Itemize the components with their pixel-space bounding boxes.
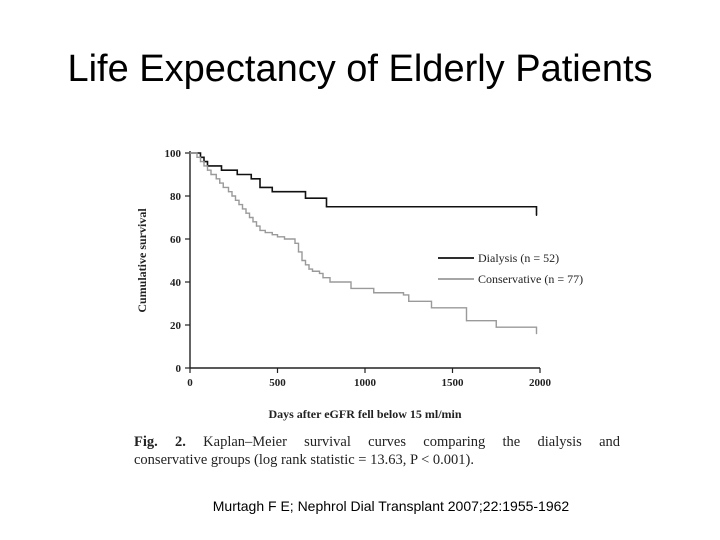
caption-label: Fig. 2. — [134, 434, 186, 450]
dialysis-point — [535, 214, 538, 216]
conservative-point — [252, 221, 254, 223]
conservative-point — [222, 186, 224, 188]
dialysis-point — [220, 169, 223, 171]
conservative-point — [276, 236, 279, 238]
citation: Murtagh F E; Nephrol Dial Transplant 200… — [212, 498, 570, 514]
conservative-point — [430, 307, 433, 309]
conservative-point — [350, 287, 352, 290]
conservative-point — [465, 320, 468, 322]
slide-title: Life Expectancy of Elderly Patients — [67, 48, 653, 90]
conservative-point — [227, 191, 230, 193]
conservative-point — [271, 234, 273, 236]
conservative-point — [241, 208, 244, 210]
conservative-point — [283, 238, 286, 240]
x-tick-label-2000: 2000 — [529, 377, 552, 389]
y-tick-label-40: 40 — [170, 277, 182, 289]
conservative-point — [495, 326, 497, 328]
conservative-point — [294, 242, 296, 244]
dialysis-point — [250, 178, 252, 180]
y-axis-label: Cumulative survival — [135, 208, 149, 313]
conservative-point — [210, 173, 212, 176]
y-tick-label-20: 20 — [170, 320, 182, 332]
conservative-point — [189, 152, 191, 154]
conservative-point — [322, 277, 324, 279]
conservative-point — [318, 272, 321, 274]
x-tick-label-1500: 1500 — [442, 377, 465, 389]
dialysis-curve — [190, 152, 538, 216]
series-layer — [189, 152, 538, 335]
dialysis-point — [236, 173, 238, 176]
legend-label-dialysis: Dialysis (n = 52) — [478, 251, 559, 265]
y-tick-label-60: 60 — [170, 234, 182, 246]
y-tick-label-80: 80 — [170, 191, 182, 203]
conservative-point — [215, 178, 217, 180]
dialysis-point — [259, 186, 261, 188]
conservative-point — [234, 199, 237, 201]
conservative-point — [259, 229, 261, 231]
conservative-point — [248, 216, 251, 219]
conservative-point — [231, 195, 233, 197]
conservative-point — [219, 182, 221, 184]
legend-label-conservative: Conservative (n = 77) — [478, 272, 583, 286]
dialysis-point — [271, 191, 273, 193]
conservative-point — [308, 268, 310, 270]
conservative-curve — [190, 152, 538, 334]
dialysis-point — [325, 206, 328, 208]
conservative-point — [196, 156, 198, 158]
x-tick-label-0: 0 — [187, 377, 193, 389]
dialysis-point — [304, 197, 307, 199]
kaplan-meier-figure: 0 20 40 60 80 100 0 500 1000 1500 2000 Days after e… — [120, 130, 620, 475]
x-tick-label-1000: 1000 — [354, 377, 377, 389]
conservative-point — [408, 300, 410, 302]
legend: Dialysis (n = 52) Conservative (n = 77) — [438, 251, 583, 286]
y-tick-label-100: 100 — [165, 148, 182, 160]
conservative-point — [238, 204, 240, 206]
conservative-point — [311, 270, 314, 272]
conservative-point — [535, 333, 538, 335]
conservative-point — [206, 169, 209, 171]
conservative-point — [255, 225, 258, 227]
conservative-point — [199, 161, 202, 163]
conservative-point — [297, 251, 300, 253]
x-axis-label: Days after eGFR fell below 15 ml/min — [268, 407, 461, 421]
conservative-point — [301, 259, 303, 262]
conservative-point — [304, 264, 307, 266]
y-tick-label-0: 0 — [176, 363, 182, 375]
conservative-point — [203, 165, 205, 167]
conservative-point — [329, 281, 331, 283]
conservative-point — [245, 212, 247, 214]
conservative-point — [402, 294, 405, 296]
figure-caption: Fig. 2. Kaplan–Meier survival curves com… — [134, 433, 620, 469]
caption-line-2: conservative groups (log rank statistic … — [134, 452, 474, 468]
caption-line-1: Kaplan–Meier survival curves comparing t… — [203, 434, 621, 450]
x-tick-label-500: 500 — [269, 377, 286, 389]
conservative-point — [264, 231, 266, 234]
conservative-point — [373, 292, 375, 294]
